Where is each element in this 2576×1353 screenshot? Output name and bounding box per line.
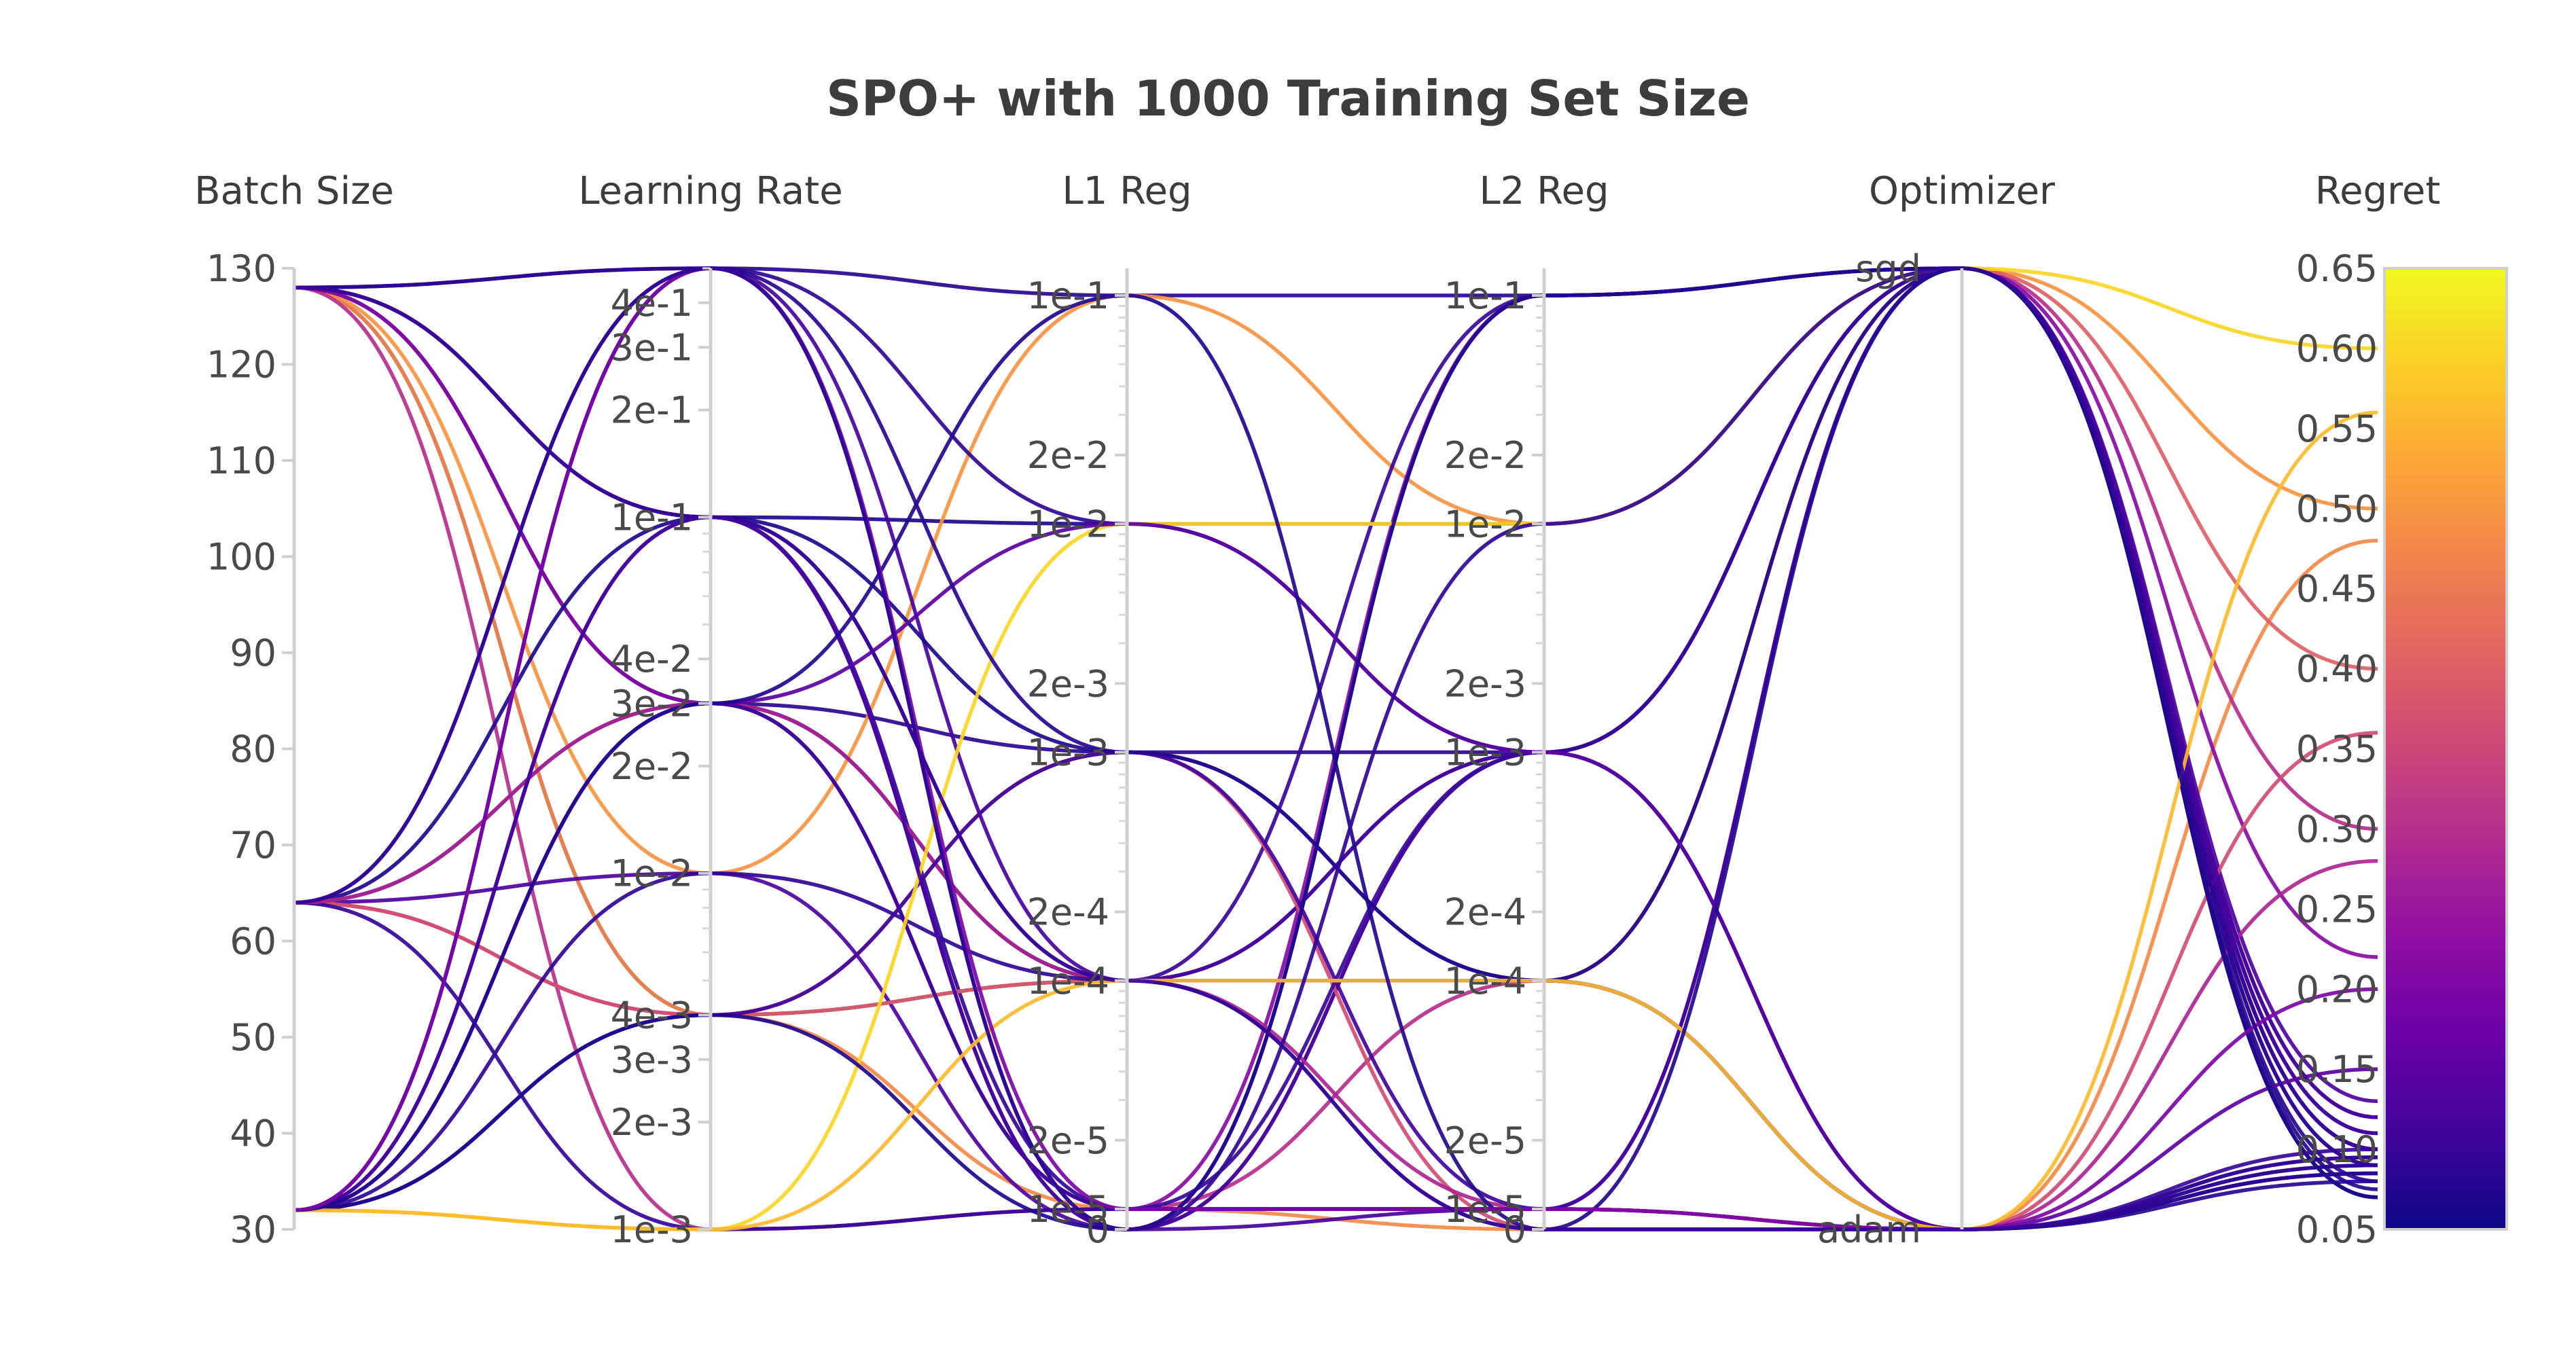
data-line-6[interactable] — [293, 285, 2378, 1231]
axis-title-regret: Regret — [2315, 169, 2441, 213]
axis-batch[interactable]: Batch Size 130 120 110 100 90 80 70 60 50 40 30 — [194, 169, 394, 1251]
tick-label-lr: 4e-2 — [611, 638, 693, 681]
tick-label-batch: 100 — [207, 536, 276, 579]
axis-title-l1: L1 Reg — [1062, 169, 1192, 213]
tick-label-lr: 3e-2 — [611, 683, 693, 725]
tick-label-l1: 1e-3 — [1027, 732, 1109, 774]
tick-label-l2: 1e-5 — [1444, 1188, 1526, 1231]
colorbar-tick-label: 0.50 — [2296, 488, 2378, 530]
tick-label-batch: 130 — [207, 247, 276, 290]
colorbar-tick-label: 0.65 — [2296, 247, 2378, 290]
tick-label-batch: 90 — [230, 632, 276, 674]
tick-label-batch: 110 — [207, 439, 276, 482]
tick-label-lr: 4e-1 — [611, 282, 693, 325]
tick-label-l2: 2e-2 — [1444, 434, 1526, 477]
tick-label-l2: 2e-4 — [1444, 891, 1526, 934]
tick-label-batch: 80 — [230, 728, 276, 771]
tick-label-lr: 1e-1 — [611, 496, 693, 539]
tick-label-l2: 1e-1 — [1444, 274, 1526, 317]
tick-label-lr: 2e-1 — [611, 389, 693, 432]
tick-label-l2: 2e-3 — [1444, 662, 1526, 705]
tick-label-l1: 1e-4 — [1027, 960, 1109, 1003]
data-line-9[interactable] — [293, 266, 2378, 1151]
polyline-layer — [293, 266, 2378, 1231]
data-line-35[interactable] — [293, 266, 2378, 1231]
tick-label-l2: 0 — [1503, 1208, 1526, 1251]
tick-label-batch: 60 — [230, 920, 276, 963]
axis-title-l2: L2 Reg — [1479, 169, 1609, 213]
colorbar-tick-label: 0.30 — [2296, 808, 2378, 850]
tick-label-lr: 1e-3 — [611, 1208, 693, 1251]
colorbar-tick-label: 0.20 — [2296, 968, 2378, 1011]
tick-label-l2: 1e-2 — [1444, 503, 1526, 545]
tick-label-l1: 2e-4 — [1027, 891, 1109, 934]
colorbar-tick-label: 0.15 — [2296, 1048, 2378, 1091]
tick-label-l1: 0 — [1086, 1208, 1109, 1251]
tick-label-l1: 1e-2 — [1027, 503, 1109, 545]
tick-label-l1: 2e-2 — [1027, 434, 1109, 477]
colorbar-tick-label: 0.60 — [2296, 327, 2378, 370]
axis-l1[interactable]: L1 Reg 1e-1 2e-2 1e-2 2e-3 1e-3 2e-4 1e-4 2e-5 1e… — [1027, 169, 1192, 1251]
data-line-33[interactable] — [293, 266, 2378, 1231]
colorbar-tick-label: 0.10 — [2296, 1128, 2378, 1171]
tick-label-l1: 2e-5 — [1027, 1119, 1109, 1162]
axis-title-lr: Learning Rate — [578, 169, 842, 213]
data-line-7[interactable] — [293, 266, 2378, 1231]
tick-label-batch: 120 — [207, 344, 276, 386]
colorbar-tick-label: 0.25 — [2296, 888, 2378, 931]
tick-label-l1: 2e-3 — [1027, 662, 1109, 705]
tick-label-batch: 30 — [230, 1208, 276, 1251]
tick-label-l1: 1e-5 — [1027, 1188, 1109, 1231]
tick-label-l2: 1e-4 — [1444, 960, 1526, 1003]
chart-title: SPO+ with 1000 Training Set Size — [826, 70, 1750, 127]
colorbar-tick-label: 0.05 — [2296, 1208, 2378, 1251]
data-line-20[interactable] — [293, 701, 2378, 1231]
tick-label-lr: 2e-2 — [611, 745, 693, 788]
axis-title-batch: Batch Size — [194, 169, 394, 213]
data-line-34[interactable] — [293, 285, 2378, 1231]
axis-opt[interactable]: Optimizer sgd adam — [1817, 169, 2056, 1251]
tick-label-lr: 3e-3 — [611, 1039, 693, 1081]
tick-label-lr: 3e-1 — [611, 326, 693, 369]
axis-lr[interactable]: Learning Rate 4e-13e-1 2e-1 1e-1 4e-23e-2 2e-… — [578, 169, 842, 1251]
colorbar-tick-label: 0.45 — [2296, 568, 2378, 611]
tick-label-l2: 1e-3 — [1444, 732, 1526, 774]
tick-label-batch: 40 — [230, 1113, 276, 1155]
tick-label-batch: 70 — [230, 824, 276, 867]
tick-label-opt: sgd — [1855, 247, 1921, 290]
data-line-28[interactable] — [293, 266, 2378, 1231]
axis-l2[interactable]: L2 Reg 1e-1 2e-2 1e-2 2e-3 1e-3 2e-4 1e-4 2e-5 1e… — [1444, 169, 1609, 1251]
axes-layer: Batch Size 130 120 110 100 90 80 70 60 50 40 30 Lear… — [194, 169, 2440, 1251]
colorbar-tick-label: 0.35 — [2296, 728, 2378, 771]
colorbar-tick-label: 0.40 — [2296, 648, 2378, 691]
tick-label-opt: adam — [1817, 1208, 1921, 1251]
tick-label-batch: 50 — [230, 1016, 276, 1059]
tick-label-l1: 1e-1 — [1027, 274, 1109, 317]
data-line-5[interactable] — [293, 266, 2378, 876]
axis-title-opt: Optimizer — [1869, 169, 2056, 213]
tick-label-lr: 2e-3 — [611, 1101, 693, 1144]
data-line-14[interactable] — [293, 266, 2378, 1151]
colorbar-gradient — [2384, 268, 2507, 1229]
axis-regret[interactable]: Regret — [2315, 169, 2441, 213]
tick-label-lr: 4e-3 — [611, 994, 693, 1036]
tick-label-lr: 1e-2 — [611, 852, 693, 895]
colorbar-tick-label: 0.55 — [2296, 408, 2378, 450]
colorbar: 0.65 0.60 0.55 0.50 0.45 0.40 0.35 0.30 0.25 0.20… — [2296, 247, 2508, 1251]
tick-label-l2: 2e-5 — [1444, 1119, 1526, 1162]
